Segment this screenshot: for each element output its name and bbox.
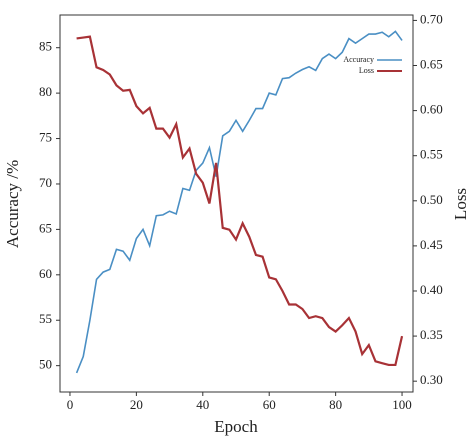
series-line bbox=[75, 30, 403, 374]
y-tick-label: 65 bbox=[39, 220, 52, 235]
series-line bbox=[76, 35, 404, 367]
x-tick-label: 40 bbox=[196, 397, 209, 412]
y-tick-label: 85 bbox=[39, 39, 52, 54]
y2-tick-label: 0.45 bbox=[420, 237, 443, 252]
plot-frame bbox=[59, 14, 414, 393]
y2-tick-label: 0.40 bbox=[420, 282, 443, 297]
y2-tick-label: 0.70 bbox=[420, 11, 443, 26]
y2-tick-label: 0.55 bbox=[420, 147, 443, 162]
y-tick-label: 70 bbox=[39, 175, 52, 190]
y-tick-label: 75 bbox=[39, 130, 52, 145]
legend-label: Accuracy bbox=[343, 55, 374, 64]
y2-tick-label: 0.50 bbox=[420, 192, 443, 207]
x-tick-label: 20 bbox=[130, 397, 143, 412]
y2-tick-label: 0.60 bbox=[420, 102, 443, 117]
x-tick-label: 100 bbox=[392, 397, 412, 412]
y-tick-label: 50 bbox=[39, 357, 52, 372]
x-tick-label: 80 bbox=[329, 397, 342, 412]
x-tick-label: 0 bbox=[67, 397, 74, 412]
y-tick-label: 60 bbox=[39, 266, 52, 281]
y2-tick-label: 0.30 bbox=[420, 372, 443, 387]
y-tick-label: 80 bbox=[39, 84, 52, 99]
x-axis-label: Epoch bbox=[214, 417, 258, 436]
y-tick-label: 55 bbox=[39, 311, 52, 326]
y2-tick-label: 0.65 bbox=[420, 56, 443, 71]
x-tick-label: 60 bbox=[263, 397, 276, 412]
y2-tick-label: 0.35 bbox=[420, 327, 443, 342]
y2-axis-label: Loss bbox=[451, 188, 470, 220]
legend-label: Loss bbox=[359, 66, 374, 75]
y-axis-label: Accuracy /% bbox=[3, 160, 22, 248]
